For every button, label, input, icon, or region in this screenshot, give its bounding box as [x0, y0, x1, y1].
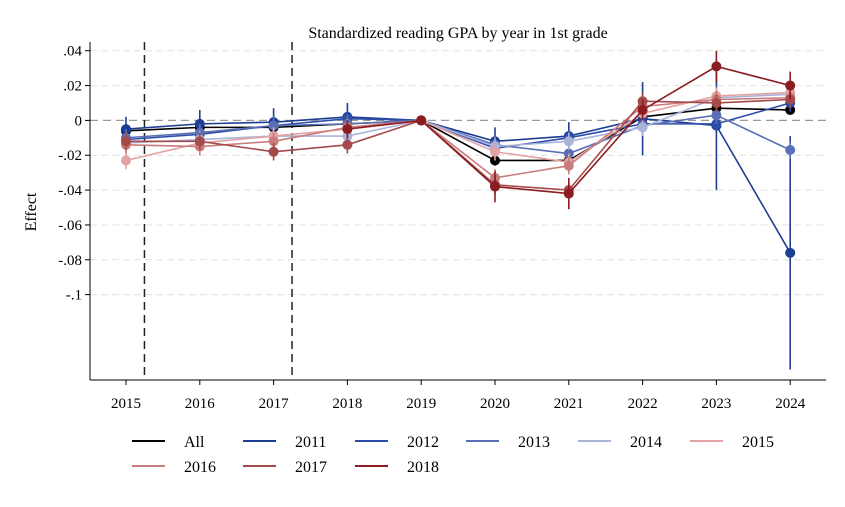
x-tick-label: 2019 [406, 396, 436, 412]
series-2018 [342, 50, 796, 210]
y-tick-label: -.08 [58, 253, 82, 269]
y-tick-label: 0 [75, 113, 83, 129]
x-tick-label: 2021 [554, 396, 584, 412]
data-point [342, 124, 353, 135]
data-point [785, 247, 796, 258]
x-tick-label: 2020 [480, 396, 510, 412]
y-tick-label: -.1 [66, 288, 82, 304]
x-tick-label: 2022 [628, 396, 658, 412]
legend-label: 2011 [295, 434, 326, 451]
series-line [125, 96, 791, 179]
data-point [268, 146, 279, 157]
series-line [125, 116, 791, 254]
data-point [194, 136, 205, 147]
axes: .04 .02 0 -.02 -.04 -.06 -.08 -.1 2015 2016 2017 20… [58, 42, 826, 412]
series-line [125, 114, 791, 155]
data-point [490, 146, 500, 157]
series-2012 [121, 94, 796, 157]
series-line [125, 102, 791, 150]
x-tick-label: 2023 [701, 396, 731, 412]
legend-label: 2013 [518, 434, 550, 451]
legend-item-2012: 2012 [355, 434, 439, 451]
series-layer [121, 50, 796, 370]
legend-item-2018: 2018 [355, 459, 439, 476]
legend-item-All: All [132, 434, 205, 451]
legend-item-2011: 2011 [243, 434, 326, 451]
legend-label: 2015 [742, 434, 774, 451]
data-point [563, 136, 574, 147]
series-line [126, 98, 791, 191]
legend: All 2011 2012 2013 2014 2015 2016 2017 2018 [132, 434, 774, 476]
x-tick-label: 2015 [111, 396, 141, 412]
chart-title: Standardized reading GPA by year in 1st … [308, 25, 607, 42]
x-tick-label: 2018 [332, 396, 362, 412]
data-point [121, 155, 131, 166]
legend-item-2013: 2013 [466, 434, 550, 451]
data-point [637, 122, 648, 133]
y-axis-title: Effect [23, 192, 40, 231]
legend-label: 2016 [184, 459, 216, 476]
y-tick-label: .04 [63, 44, 82, 60]
y-tick-label: -.04 [58, 183, 82, 199]
y-tick-label: -.02 [58, 148, 82, 164]
data-point [711, 97, 722, 108]
legend-item-2016: 2016 [132, 459, 216, 476]
legend-item-2017: 2017 [243, 459, 327, 476]
data-point [490, 181, 500, 192]
data-point [563, 160, 574, 171]
series-line [125, 91, 791, 164]
legend-label: 2017 [295, 459, 327, 476]
x-tick-label: 2016 [185, 396, 216, 412]
legend-label: All [184, 434, 205, 451]
grid-lines [90, 50, 826, 296]
data-point [342, 139, 353, 150]
legend-item-2015: 2015 [690, 434, 774, 451]
y-tick-label: .02 [63, 79, 82, 95]
legend-label: 2014 [630, 434, 662, 451]
y-tick-label: -.06 [58, 218, 82, 234]
x-tick-label: 2024 [775, 396, 806, 412]
legend-label: 2012 [407, 434, 439, 451]
data-point [563, 188, 574, 199]
series-line [125, 93, 791, 148]
x-tick-label: 2017 [259, 396, 290, 412]
data-point [268, 136, 279, 147]
data-point [416, 115, 427, 126]
data-point [785, 80, 796, 91]
legend-item-2014: 2014 [578, 434, 662, 451]
data-point [121, 136, 131, 147]
data-point [785, 145, 796, 156]
data-point [268, 120, 279, 131]
data-point [711, 61, 722, 72]
data-point [711, 110, 722, 121]
reference-lines [90, 42, 826, 380]
legend-label: 2018 [407, 459, 439, 476]
data-point [637, 104, 648, 115]
